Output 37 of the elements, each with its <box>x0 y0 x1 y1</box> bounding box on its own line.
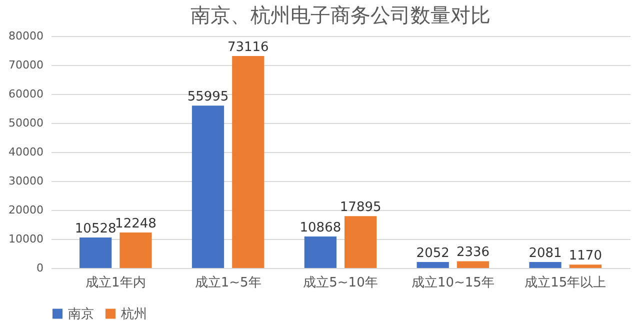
data-label: 2336 <box>456 245 490 260</box>
y-tick-label: 0 <box>36 262 44 274</box>
x-tick-label: 成立1~5年 <box>194 274 262 290</box>
bar <box>120 232 152 268</box>
chart-title: 南京、杭州电子商务公司数量对比 <box>190 3 490 27</box>
x-tick-label: 成立1年内 <box>86 274 146 290</box>
y-tick-label: 80000 <box>8 30 44 42</box>
legend-label: 南京 <box>68 306 94 322</box>
bar <box>344 216 377 268</box>
bar <box>232 56 264 268</box>
bar <box>416 262 449 268</box>
data-label: 2081 <box>528 246 562 261</box>
y-tick-label: 20000 <box>8 204 44 216</box>
data-label: 1170 <box>568 248 602 264</box>
x-tick-label: 成立5~10年 <box>303 274 378 290</box>
x-tick-label: 成立15年以上 <box>524 274 606 290</box>
bar <box>304 236 336 268</box>
data-label: 17895 <box>340 200 382 216</box>
data-label: 10528 <box>74 221 116 236</box>
y-tick-label: 70000 <box>8 58 44 72</box>
bar <box>192 106 224 268</box>
y-tick-label: 40000 <box>8 146 44 158</box>
bar <box>569 264 602 268</box>
bar <box>456 261 490 268</box>
y-tick-label: 60000 <box>8 88 44 100</box>
y-tick-label: 50000 <box>8 116 44 130</box>
x-tick-label: 成立10~15年 <box>411 274 494 290</box>
data-label: 10868 <box>300 220 342 236</box>
y-tick-label: 30000 <box>8 174 44 188</box>
y-tick-label: 10000 <box>8 232 44 246</box>
legend-label: 杭州 <box>120 306 147 322</box>
bar <box>80 237 112 268</box>
data-label: 55995 <box>187 90 229 105</box>
bar <box>529 262 562 268</box>
data-label: 73116 <box>227 40 269 55</box>
data-label: 12248 <box>115 216 156 232</box>
data-label: 2052 <box>416 246 450 262</box>
